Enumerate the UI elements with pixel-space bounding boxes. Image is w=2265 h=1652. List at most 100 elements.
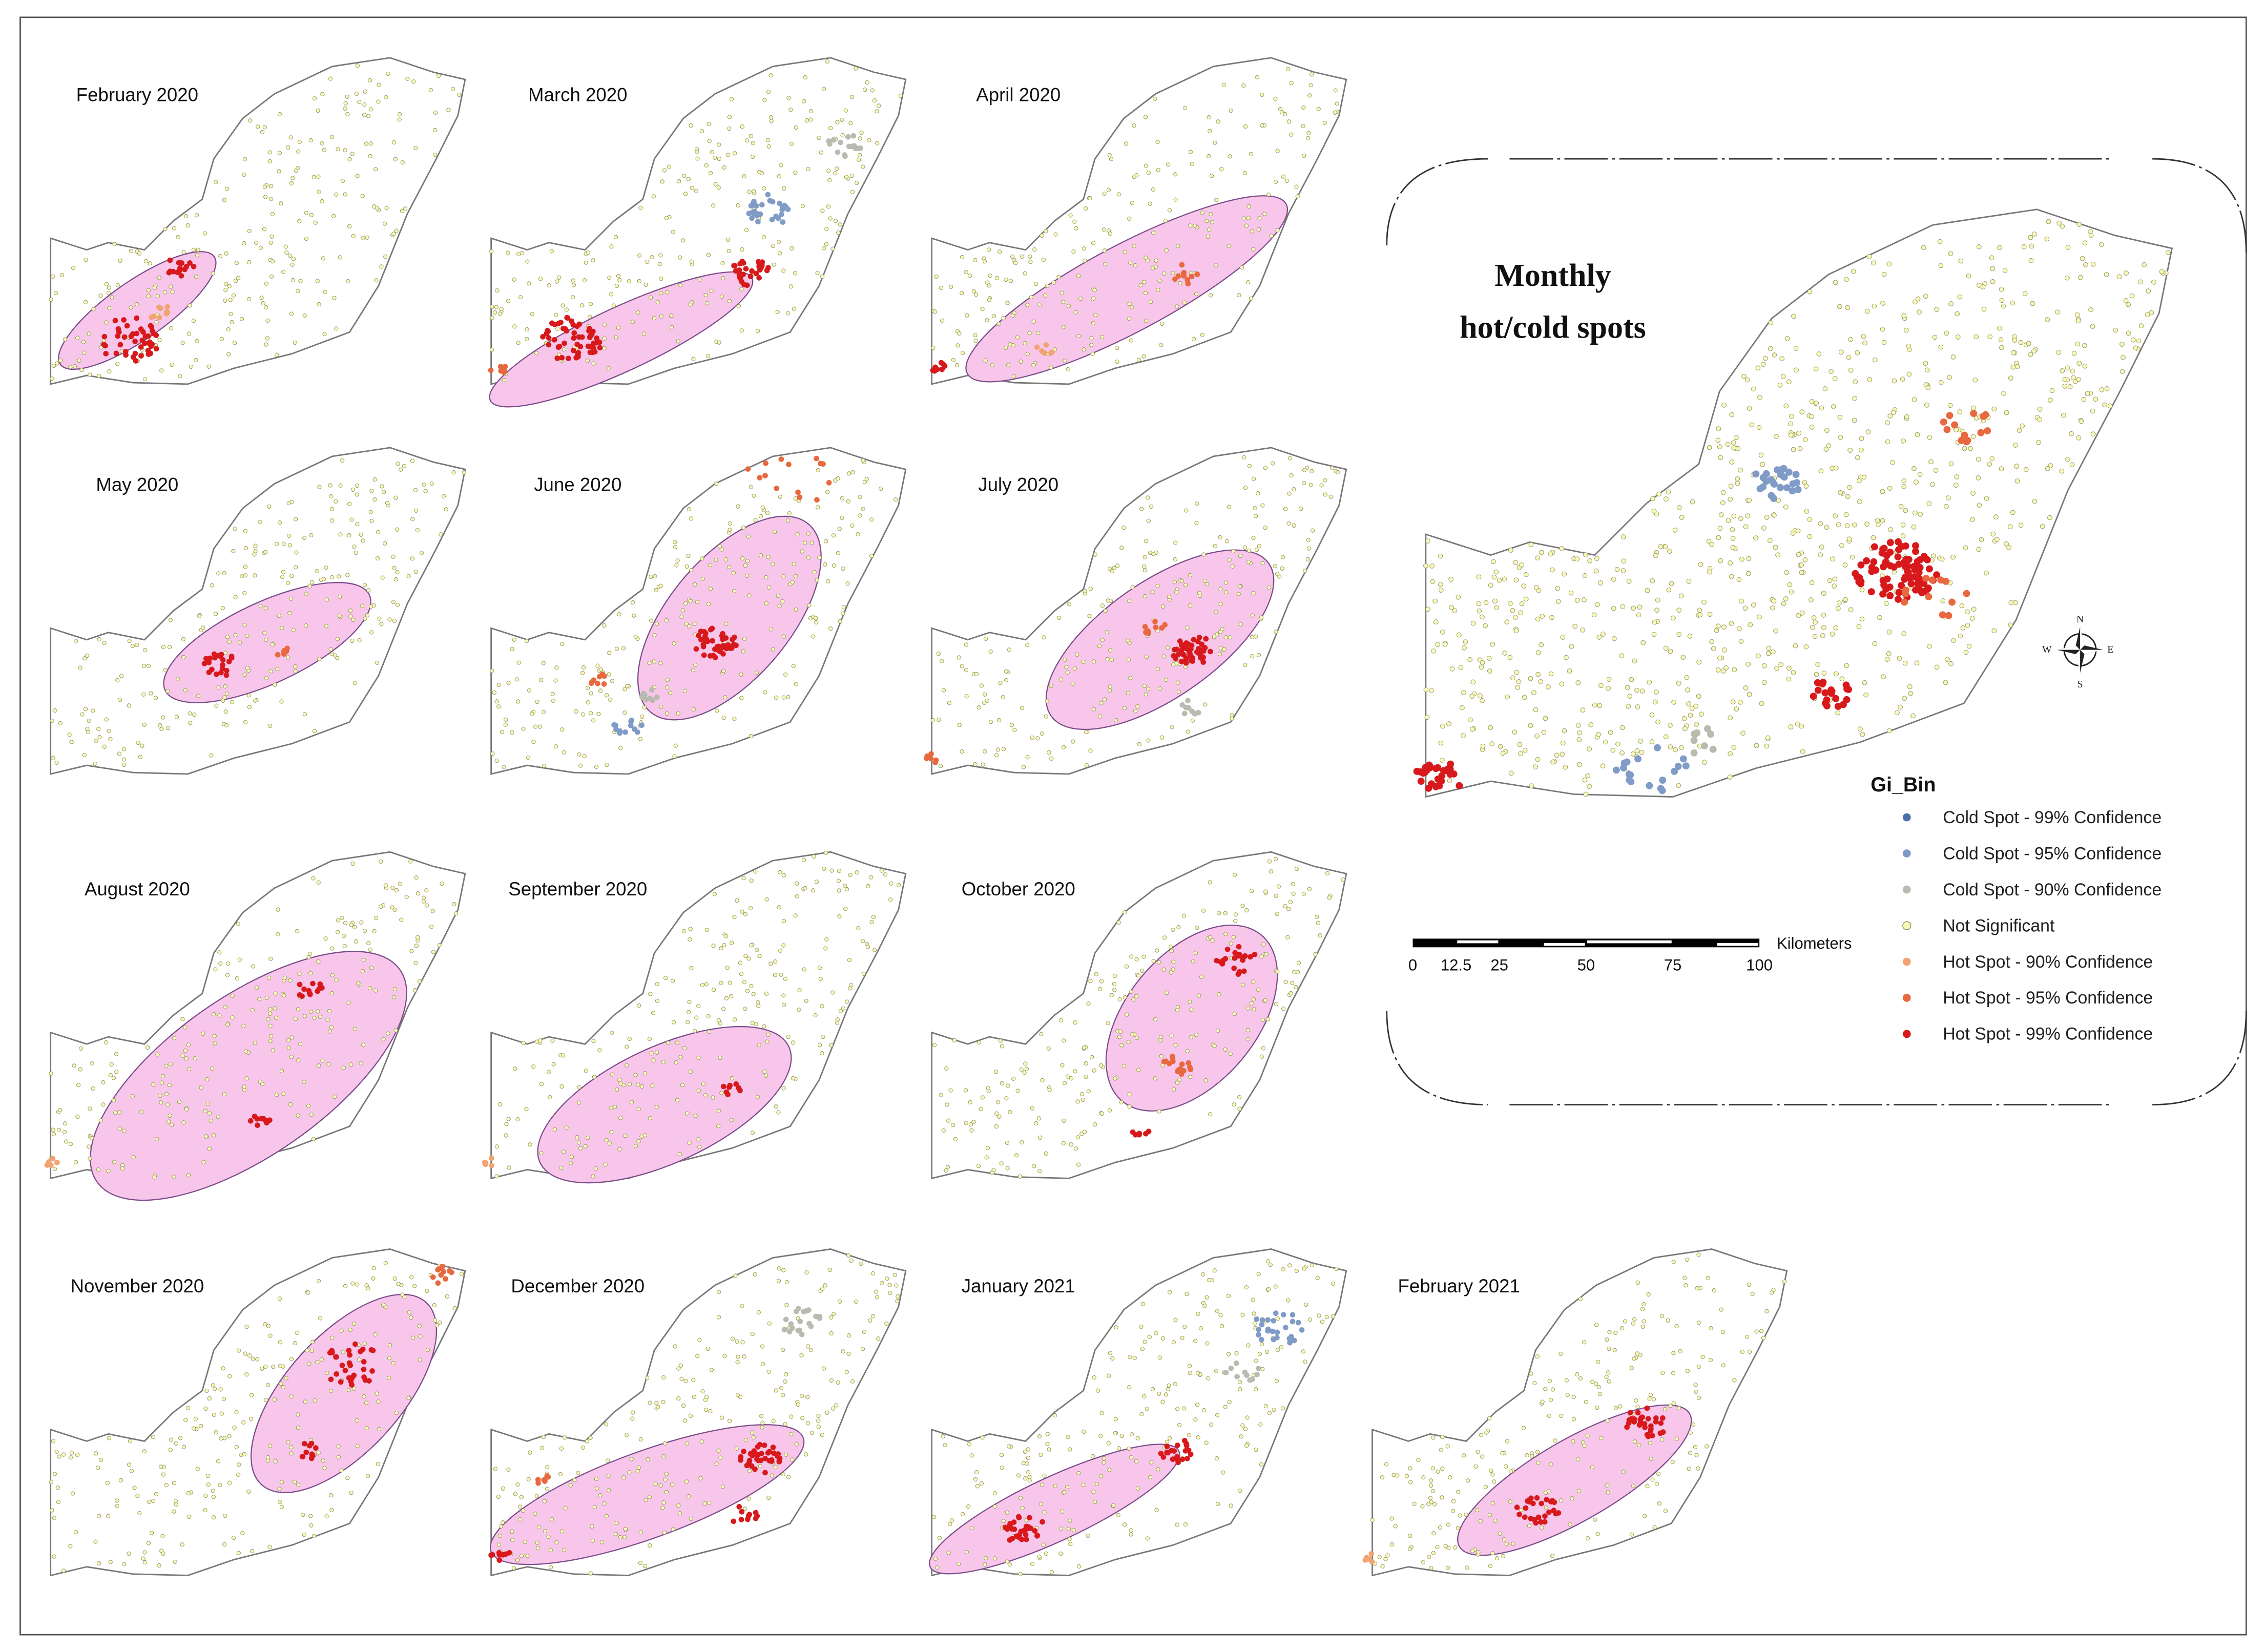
point [1146,171,1151,175]
point [1036,330,1041,336]
point [277,112,282,117]
point [213,612,218,616]
point [1004,678,1009,683]
point [211,1383,215,1388]
point [766,1369,771,1374]
point [50,1508,54,1513]
point [122,1128,127,1133]
point [1488,582,1493,588]
deviational-ellipse [1045,549,1275,730]
point [675,1040,679,1045]
point [1736,577,1742,582]
hotspot-point [214,671,219,677]
point [1605,1418,1610,1423]
point [1880,301,1885,306]
point [679,1376,684,1381]
point [811,634,816,639]
point [1620,1326,1625,1331]
point [1275,1316,1280,1321]
point [1453,1545,1458,1550]
hotspot-point [497,364,504,370]
point [112,1160,117,1164]
point [232,341,237,345]
hotspot-point [838,139,844,145]
point [1269,234,1274,238]
point [106,1168,111,1173]
point [460,1271,464,1276]
point [521,726,526,731]
point [1188,1370,1192,1375]
point [1230,716,1234,721]
point [1111,1503,1116,1508]
point [101,1102,106,1107]
point [1290,980,1295,986]
panel-title: January 2021 [962,1275,1075,1296]
hotspot-point [352,1341,358,1347]
point [1649,1456,1653,1461]
point [1127,1092,1132,1097]
point [136,741,140,745]
point [1843,597,1848,602]
hotspot-point [1172,276,1178,282]
point [562,1149,566,1154]
point [1458,665,1464,670]
point [1102,227,1107,232]
point [379,904,383,909]
point [1090,351,1095,356]
point [85,653,89,658]
point [1185,1049,1190,1053]
point [1750,1291,1755,1296]
point [535,1540,539,1545]
point [361,236,365,240]
point [1022,1070,1027,1075]
point [1549,615,1554,620]
point [97,373,101,378]
point [1285,935,1290,939]
point [764,897,769,902]
point [304,592,308,596]
point [1717,655,1722,661]
point [409,1315,413,1320]
point [836,476,840,481]
point [1037,1554,1042,1559]
point [1134,1459,1139,1463]
point [1302,468,1307,472]
point [999,1161,1004,1166]
point [1127,1104,1132,1109]
hotspot-point [435,1267,441,1273]
point [1195,1403,1200,1407]
point [349,1062,354,1067]
point [1872,303,1877,309]
point [964,270,968,275]
point [1508,548,1513,553]
point [1620,534,1626,539]
point [1540,614,1545,619]
point [1189,1035,1193,1039]
point [1500,1451,1505,1456]
point [1063,1081,1067,1085]
point [1193,951,1198,955]
point [1821,591,1826,596]
point [1221,82,1226,88]
hotspot-point [366,1378,372,1384]
point [462,470,466,475]
point [1904,414,1909,420]
point [374,278,379,283]
point [1208,1112,1213,1117]
point [383,541,387,546]
hotspot-point [613,726,619,733]
point [762,98,767,102]
point [209,753,214,758]
point [1150,590,1155,594]
point [1761,680,1767,685]
point [1100,603,1105,608]
point [338,594,342,599]
point [147,1541,151,1545]
point [490,668,494,673]
point [724,934,729,938]
point [788,108,793,112]
point [338,255,343,260]
point [983,1562,987,1567]
point [686,1010,691,1014]
point [1040,233,1044,238]
